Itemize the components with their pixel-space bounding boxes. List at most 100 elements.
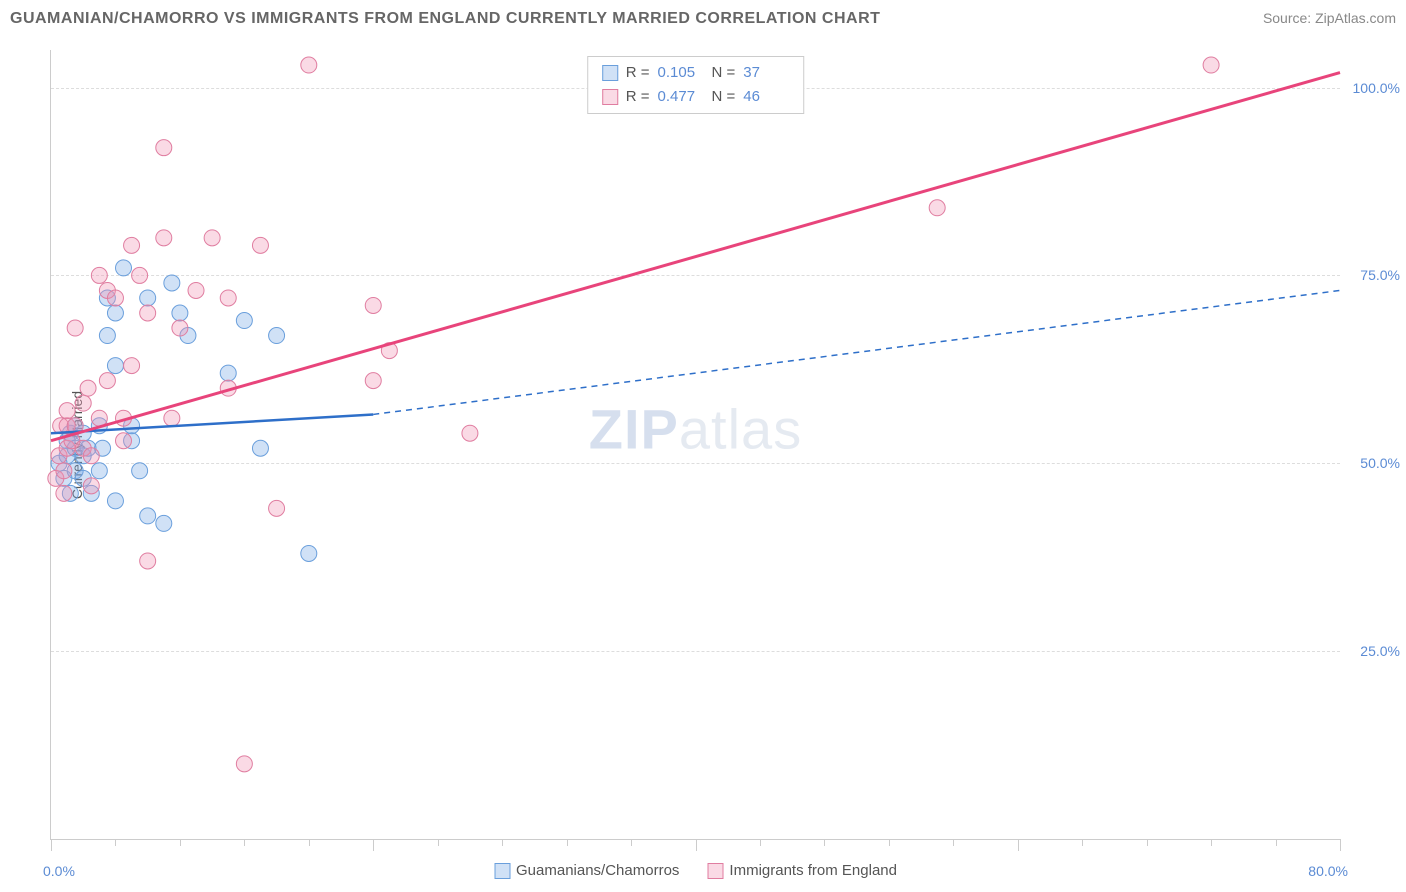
stat-r-2: 0.477: [658, 85, 704, 109]
scatter-point: [269, 328, 285, 344]
stat-box: R = 0.105 N = 37 R = 0.477 N = 46: [587, 56, 805, 114]
scatter-point: [107, 358, 123, 374]
scatter-point: [365, 297, 381, 313]
xtick: [1211, 839, 1212, 846]
scatter-point: [107, 305, 123, 321]
xtick: [1276, 839, 1277, 846]
scatter-point: [301, 57, 317, 73]
source-prefix: Source:: [1263, 10, 1315, 26]
source-attribution: Source: ZipAtlas.com: [1263, 10, 1396, 26]
scatter-point: [929, 200, 945, 216]
xtick: [760, 839, 761, 846]
scatter-point: [116, 260, 132, 276]
ytick-label: 25.0%: [1344, 643, 1400, 659]
scatter-point: [252, 440, 268, 456]
scatter-point: [156, 230, 172, 246]
scatter-point: [252, 237, 268, 253]
xtick: [1018, 839, 1019, 851]
scatter-point: [365, 373, 381, 389]
scatter-point: [236, 756, 252, 772]
scatter-point: [172, 305, 188, 321]
scatter-point: [99, 373, 115, 389]
legend-label-1: Guamanians/Chamorros: [516, 862, 679, 879]
stat-n-2: 46: [743, 85, 789, 109]
bottom-legend: Guamanians/Chamorros Immigrants from Eng…: [494, 862, 897, 879]
plot-area: Currently Married ZIPatlas R = 0.105 N =…: [50, 50, 1340, 840]
stat-r-label-2: R =: [626, 85, 650, 109]
scatter-point: [80, 380, 96, 396]
xtick: [309, 839, 310, 846]
scatter-point: [188, 282, 204, 298]
scatter-point: [204, 230, 220, 246]
stat-n-label: N =: [712, 61, 736, 85]
xtick: [51, 839, 52, 851]
scatter-point: [132, 463, 148, 479]
scatter-point: [56, 485, 72, 501]
ytick-label: 75.0%: [1344, 267, 1400, 283]
legend-swatch-2: [707, 863, 723, 879]
xtick: [244, 839, 245, 846]
swatch-series-2: [602, 89, 618, 105]
legend-item-1: Guamanians/Chamorros: [494, 862, 679, 879]
ytick-label: 100.0%: [1344, 80, 1400, 96]
scatter-point: [83, 478, 99, 494]
scatter-point: [124, 237, 140, 253]
scatter-point: [59, 403, 75, 419]
scatter-point: [56, 463, 72, 479]
stat-r-label: R =: [626, 61, 650, 85]
legend-swatch-1: [494, 863, 510, 879]
scatter-point: [462, 425, 478, 441]
scatter-point: [220, 290, 236, 306]
scatter-point: [75, 395, 91, 411]
stat-n-1: 37: [743, 61, 789, 85]
legend-label-2: Immigrants from England: [729, 862, 897, 879]
xtick: [502, 839, 503, 846]
x-axis-label-min: 0.0%: [43, 863, 75, 879]
scatter-point: [140, 290, 156, 306]
xtick: [115, 839, 116, 846]
scatter-point: [220, 365, 236, 381]
scatter-point: [132, 267, 148, 283]
scatter-point: [156, 140, 172, 156]
xtick: [953, 839, 954, 846]
stat-n-label-2: N =: [712, 85, 736, 109]
scatter-point: [107, 493, 123, 509]
scatter-point: [164, 410, 180, 426]
chart-container: GUAMANIAN/CHAMORRO VS IMMIGRANTS FROM EN…: [10, 10, 1396, 882]
stat-row-1: R = 0.105 N = 37: [602, 61, 790, 85]
scatter-point: [301, 545, 317, 561]
scatter-point: [140, 553, 156, 569]
scatter-point: [91, 463, 107, 479]
scatter-point: [236, 313, 252, 329]
xtick: [824, 839, 825, 846]
scatter-point: [116, 433, 132, 449]
regression-line-extrapolated: [373, 290, 1340, 414]
scatter-point: [83, 448, 99, 464]
stat-row-2: R = 0.477 N = 46: [602, 85, 790, 109]
xtick: [631, 839, 632, 846]
source-name: ZipAtlas.com: [1315, 10, 1396, 26]
regression-line: [51, 73, 1340, 441]
scatter-point: [124, 358, 140, 374]
scatter-point: [140, 305, 156, 321]
scatter-point: [99, 328, 115, 344]
xtick: [180, 839, 181, 846]
scatter-point: [140, 508, 156, 524]
scatter-point: [164, 275, 180, 291]
swatch-series-1: [602, 65, 618, 81]
scatter-point: [67, 320, 83, 336]
scatter-point: [107, 290, 123, 306]
scatter-point: [269, 500, 285, 516]
ytick-label: 50.0%: [1344, 455, 1400, 471]
xtick: [438, 839, 439, 846]
xtick: [1082, 839, 1083, 846]
plot-svg: [51, 50, 1340, 839]
chart-title: GUAMANIAN/CHAMORRO VS IMMIGRANTS FROM EN…: [10, 10, 1396, 28]
xtick: [567, 839, 568, 846]
x-axis-label-max: 80.0%: [1308, 863, 1348, 879]
legend-item-2: Immigrants from England: [707, 862, 897, 879]
scatter-point: [156, 515, 172, 531]
xtick: [889, 839, 890, 846]
xtick: [1340, 839, 1341, 851]
scatter-point: [172, 320, 188, 336]
